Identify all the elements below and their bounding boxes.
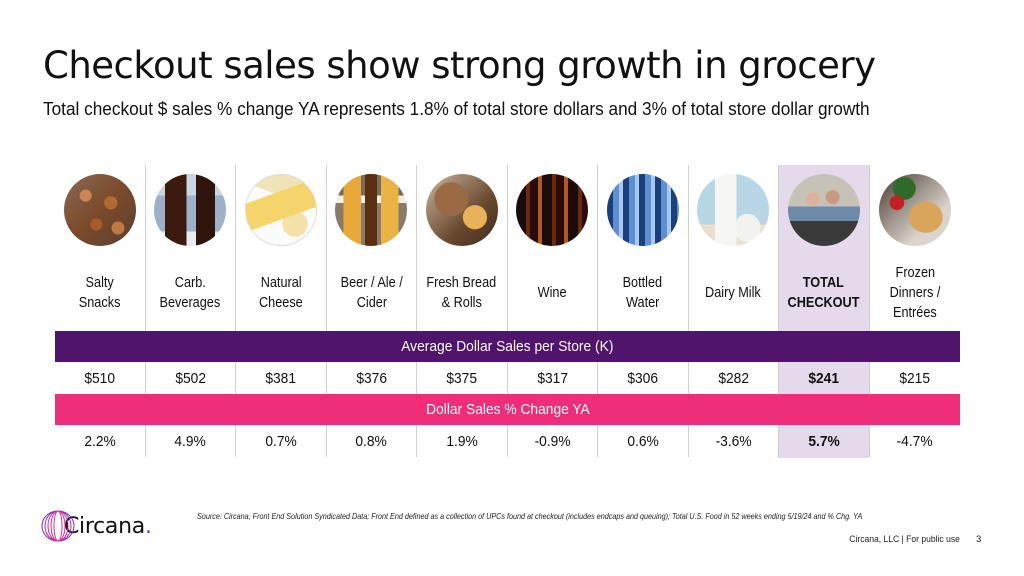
category-label: Beer / Ale / Cider	[327, 255, 417, 331]
category-label: Bottled Water	[598, 255, 689, 331]
pct-change-row: 2.2% 4.9% 0.7% 0.8% 1.9% -0.9% 0.6% -3.6…	[55, 425, 960, 457]
circana-logo-mark-icon	[41, 510, 75, 542]
avg-sales-value: $215	[899, 369, 931, 387]
category-sales-table: Salty Snacks Carb. Beverages Natural Cheese…	[55, 165, 960, 458]
slide-title: Checkout sales show strong growth in gro…	[43, 44, 876, 87]
pct-change-value: 1.9%	[417, 425, 508, 457]
avg-sales-value: $502	[146, 362, 236, 394]
water-bottles-photo	[606, 174, 679, 246]
circana-logo: Circana.	[40, 509, 152, 543]
pct-change-value: 0.8%	[327, 425, 417, 457]
milk-photo	[697, 174, 770, 246]
image-row	[55, 165, 960, 255]
source-note: Source: Circana, Front End Solution Synd…	[197, 512, 863, 521]
category-label: Carb. Beverages	[146, 255, 236, 331]
cola-glasses-photo	[154, 174, 227, 246]
avg-sales-value: $376	[327, 362, 417, 394]
category-label: Salty Snacks	[55, 255, 146, 331]
page-number: 3	[976, 534, 982, 545]
checkout-shoppers-photo	[787, 174, 860, 246]
category-label-row: Salty Snacks Carb. Beverages Natural Cheese…	[55, 255, 960, 331]
avg-sales-value: $510	[55, 362, 146, 394]
wine-bottles-photo	[516, 174, 589, 246]
category-label: Fresh Bread & Rolls	[417, 255, 508, 331]
category-label: Natural Cheese	[236, 255, 327, 331]
avg-sales-value: $381	[236, 362, 327, 394]
avg-sales-value: $306	[598, 362, 689, 394]
pct-change-value-total-checkout: 5.7%	[779, 425, 870, 457]
pct-change-band: Dollar Sales % Change YA	[55, 394, 960, 425]
pct-change-value: 0.7%	[236, 425, 327, 457]
frozen-dinner-photo	[878, 174, 951, 246]
avg-sales-band: Average Dollar Sales per Store (K)	[55, 331, 960, 362]
pct-change-value: -3.6%	[689, 425, 779, 457]
avg-sales-value: $375	[417, 362, 508, 394]
pct-change-value: 0.6%	[598, 425, 689, 457]
category-label: Frozen Dinners / Entrées	[889, 264, 941, 321]
slide-subtitle: Total checkout $ sales % change YA repre…	[43, 98, 870, 119]
avg-sales-value: $317	[508, 362, 598, 394]
beer-photo	[335, 174, 408, 246]
category-label: Dairy Milk	[689, 255, 779, 331]
pretzels-photo	[63, 174, 136, 246]
category-label: Wine	[508, 255, 598, 331]
bread-photo	[425, 174, 498, 246]
pct-change-value: -0.9%	[508, 425, 598, 457]
circana-logo-text: Circana.	[64, 513, 152, 539]
cheese-photo	[244, 174, 317, 246]
category-label-total-checkout: TOTAL CHECKOUT	[779, 255, 870, 331]
avg-sales-value: $282	[689, 362, 779, 394]
footer-company: Circana, LLC | For public use	[849, 534, 960, 545]
pct-change-value: -4.7%	[896, 432, 933, 450]
pct-change-value: 2.2%	[55, 425, 146, 457]
avg-sales-value-total-checkout: $241	[779, 362, 870, 394]
avg-sales-row: $510 $502 $381 $376 $375 $317 $306 $282 …	[55, 362, 960, 394]
pct-change-value: 4.9%	[146, 425, 236, 457]
